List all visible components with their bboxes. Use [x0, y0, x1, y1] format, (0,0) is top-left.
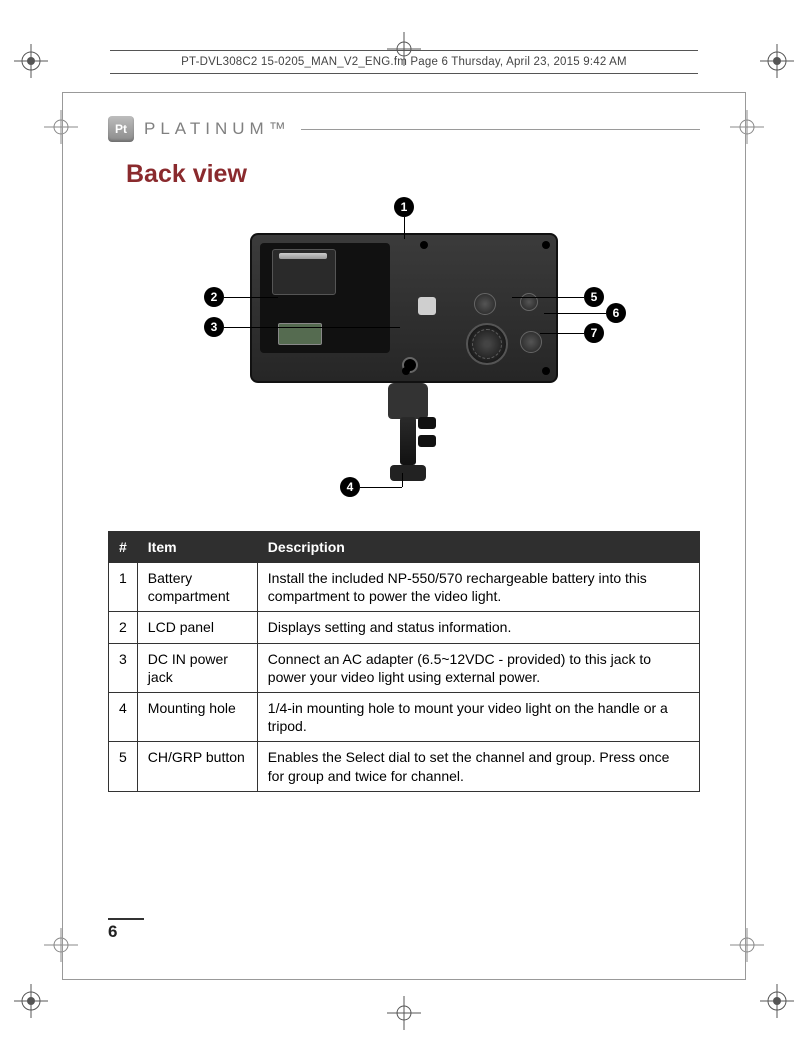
screw-icon [402, 367, 410, 375]
page-content: Pt PLATINUM™ Back view [108, 116, 700, 954]
cell-num: 5 [109, 742, 138, 791]
cell-num: 1 [109, 563, 138, 612]
section-title: Back view [126, 160, 700, 189]
cell-num: 3 [109, 643, 138, 692]
lead-line [404, 217, 405, 239]
callout-1: 1 [394, 197, 414, 217]
registration-mark-icon [760, 984, 794, 1018]
cell-item: LCD panel [137, 612, 257, 643]
onoff-button [520, 293, 538, 311]
table-row: 2 LCD panel Displays setting and status … [109, 612, 700, 643]
brand-rule [301, 129, 700, 130]
mount-assembly [388, 383, 428, 481]
file-path-text: PT-DVL308C2 15-0205_MAN_V2_ENG.fm Page 6… [181, 56, 627, 68]
logo-icon [418, 297, 436, 315]
cell-desc: Install the included NP-550/570 recharge… [257, 563, 699, 612]
lead-line [224, 327, 400, 328]
lead-line [224, 297, 278, 298]
lead-line [540, 333, 584, 334]
mount-stem [400, 417, 416, 465]
callout-3: 3 [204, 317, 224, 337]
cell-num: 4 [109, 692, 138, 741]
callout-7: 7 [584, 323, 604, 343]
mount-knob [418, 417, 436, 429]
lead-line [512, 297, 584, 298]
cell-desc: Displays setting and status information. [257, 612, 699, 643]
brand-name: PLATINUM™ [144, 119, 291, 139]
col-header-item: Item [137, 532, 257, 563]
select-dial [466, 323, 508, 365]
registration-mark-icon [387, 996, 421, 1030]
lead-line [360, 487, 402, 488]
lead-line [402, 473, 403, 487]
brand-badge-icon: Pt [108, 116, 134, 142]
cell-item: CH/GRP button [137, 742, 257, 791]
screw-icon [542, 241, 550, 249]
cell-desc: 1/4-in mounting hole to mount your video… [257, 692, 699, 741]
battery-compartment [260, 243, 390, 353]
mount-knob [418, 435, 436, 447]
cell-item: DC IN power jack [137, 643, 257, 692]
device-body [250, 233, 558, 383]
file-header: PT-DVL308C2 15-0205_MAN_V2_ENG.fm Page 6… [110, 50, 698, 74]
chgrp-button [474, 293, 496, 315]
registration-mark-icon [14, 44, 48, 78]
col-header-desc: Description [257, 532, 699, 563]
brand-badge-text: Pt [115, 122, 127, 136]
page-number: 6 [108, 922, 117, 942]
parts-table: # Item Description 1 Battery compartment… [108, 531, 700, 792]
brand-row: Pt PLATINUM™ [108, 116, 700, 142]
callout-5: 5 [584, 287, 604, 307]
rating-label [272, 249, 336, 295]
table-header-row: # Item Description [109, 532, 700, 563]
back-view-diagram: 1 2 3 5 6 7 4 [214, 201, 594, 511]
select-button [520, 331, 542, 353]
cell-item: Battery compartment [137, 563, 257, 612]
registration-mark-icon [14, 984, 48, 1018]
table-row: 5 CH/GRP button Enables the Select dial … [109, 742, 700, 791]
screw-icon [420, 241, 428, 249]
table-row: 1 Battery compartment Install the includ… [109, 563, 700, 612]
col-header-num: # [109, 532, 138, 563]
cell-desc: Connect an AC adapter (6.5~12VDC - provi… [257, 643, 699, 692]
callout-4: 4 [340, 477, 360, 497]
callout-6: 6 [606, 303, 626, 323]
table-row: 3 DC IN power jack Connect an AC adapter… [109, 643, 700, 692]
mount-foot [390, 465, 426, 481]
table-row: 4 Mounting hole 1/4-in mounting hole to … [109, 692, 700, 741]
registration-mark-icon [760, 44, 794, 78]
cell-num: 2 [109, 612, 138, 643]
cell-desc: Enables the Select dial to set the chann… [257, 742, 699, 791]
lead-line [544, 313, 606, 314]
page-number-rule [108, 918, 144, 920]
cell-item: Mounting hole [137, 692, 257, 741]
callout-2: 2 [204, 287, 224, 307]
table-body: 1 Battery compartment Install the includ… [109, 563, 700, 792]
mount-bracket [388, 383, 428, 419]
screw-icon [542, 367, 550, 375]
